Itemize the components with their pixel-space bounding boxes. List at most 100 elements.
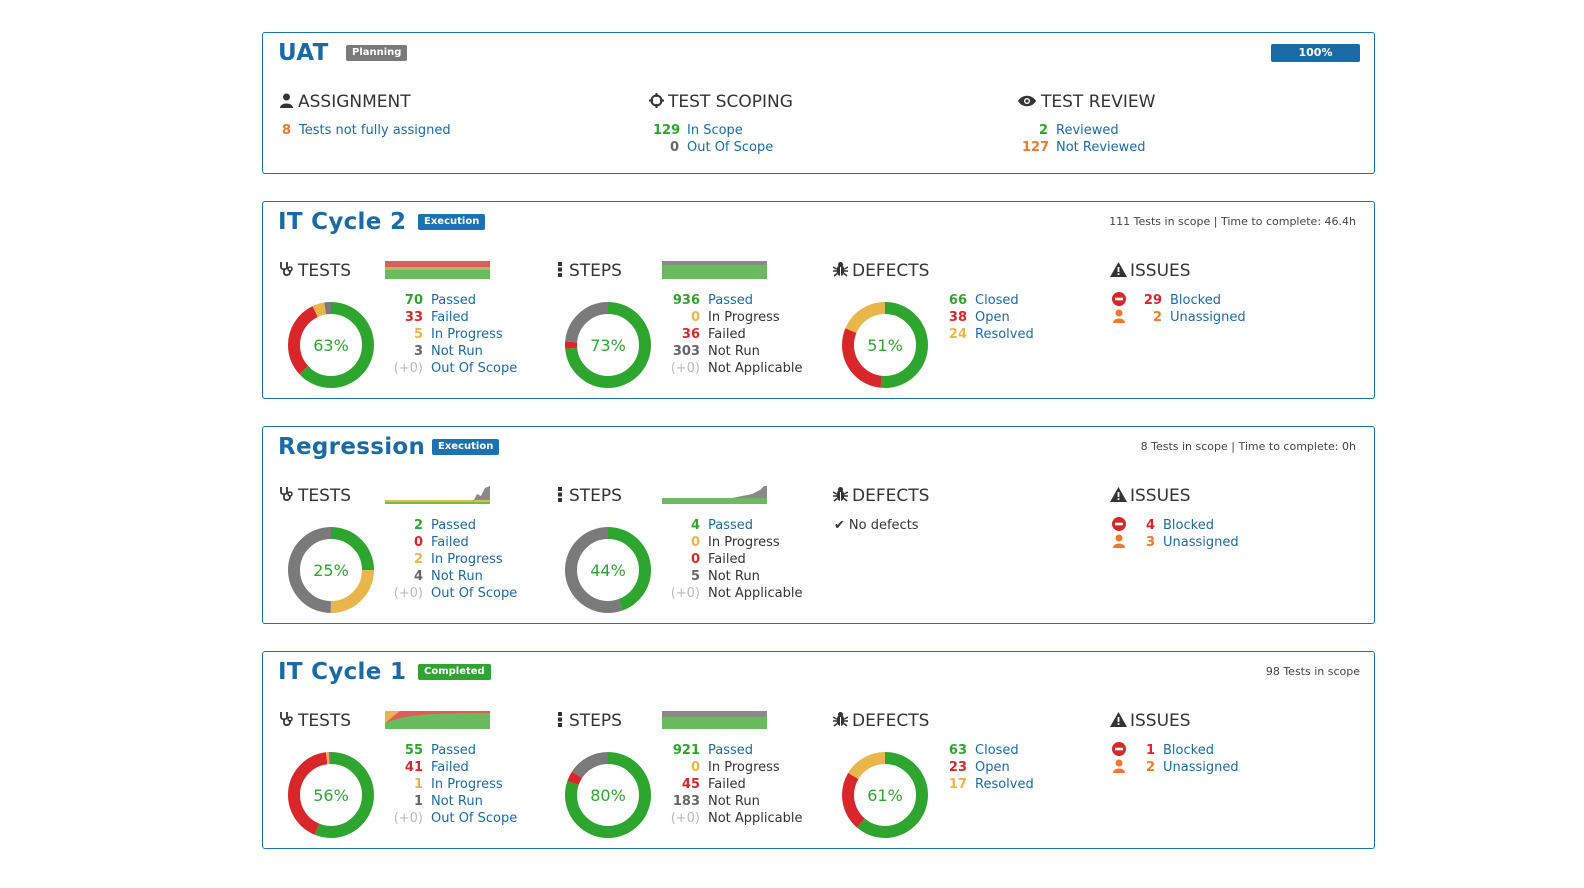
stat-link[interactable]: Unassigned (1163, 760, 1239, 775)
stat-link[interactable]: Failed (431, 760, 469, 775)
stat-link[interactable]: Failed (708, 552, 746, 567)
section-title: ASSIGNMENT (298, 92, 411, 112)
stat-link[interactable]: Not Applicable (708, 811, 803, 826)
user-icon (278, 93, 294, 112)
stat-link[interactable]: Passed (708, 518, 754, 533)
stat-link[interactable]: Not Run (431, 794, 483, 809)
stat-number: 36 (681, 327, 700, 342)
stat-link[interactable]: Out Of Scope (431, 811, 518, 826)
stat-link[interactable]: Not Applicable (708, 586, 803, 601)
panel-title[interactable]: IT Cycle 2 (278, 209, 407, 235)
progress-bar: 100% (1271, 44, 1360, 62)
stat-link[interactable]: Resolved (975, 327, 1034, 342)
uat-panel: UAT Planning 100% ASSIGNMENT 8 Tests not … (262, 32, 1375, 174)
stat-link[interactable]: In Progress (708, 760, 780, 775)
stat-link[interactable]: Resolved (975, 777, 1034, 792)
warning-icon (1110, 486, 1127, 506)
stat-number: (+0) (393, 361, 423, 376)
tests-sparkline (385, 261, 490, 279)
stat-number: (+0) (393, 586, 423, 601)
user-unassigned-icon (1112, 534, 1126, 548)
stat-link[interactable]: Blocked (1163, 743, 1214, 758)
issues-section: ISSUES 29 Blocked 2 Unassigned (1110, 261, 1360, 391)
scope-meta: 98 Tests in scope (1265, 665, 1360, 678)
panel-title[interactable]: IT Cycle 1 (278, 659, 407, 685)
stat-link[interactable]: Blocked (1163, 518, 1214, 533)
section-heading: ASSIGNMENT (278, 92, 411, 112)
stat-link[interactable]: Unassigned (1170, 310, 1246, 325)
stat-number: 41 (404, 760, 423, 775)
stat-link[interactable]: Passed (708, 293, 754, 308)
tests-section: TESTS 25% 2 Passed 0 Failed 2 In Progress 4 Not… (278, 486, 538, 616)
defects-stats: 66 Closed 38 Open 24 Resolved (942, 292, 1034, 343)
stat-link[interactable]: Passed (708, 743, 754, 758)
stat-link[interactable]: Out Of Scope (431, 361, 518, 376)
stethoscope-icon (278, 486, 294, 506)
stat-link[interactable]: In Progress (431, 327, 503, 342)
stat-number: 4 (1145, 518, 1155, 533)
stat-link[interactable]: Failed (708, 777, 746, 792)
steps-sparkline (662, 261, 767, 279)
user-unassigned-icon (1112, 759, 1126, 773)
stat-link[interactable]: Failed (431, 535, 469, 550)
panel-title[interactable]: Regression (278, 434, 426, 460)
stat-number: 921 (672, 743, 700, 758)
scope-meta: 8 Tests in scope | Time to complete: 0h (1140, 440, 1356, 453)
section-heading: TESTS (278, 711, 351, 731)
stat-link[interactable]: In Progress (708, 535, 780, 550)
donut-segment-yellow (842, 752, 928, 838)
stat-number: 5 (690, 569, 700, 584)
stat-link[interactable]: In Scope (687, 123, 743, 138)
donut-percent: 56% (313, 786, 349, 805)
section-heading: ISSUES (1110, 486, 1191, 506)
stat-link[interactable]: Tests not fully assigned (299, 123, 451, 138)
stat-link[interactable]: Unassigned (1163, 535, 1239, 550)
stat-link[interactable]: Reviewed (1056, 123, 1119, 138)
stat-link[interactable]: Out Of Scope (431, 586, 518, 601)
stat-link[interactable]: In Progress (708, 310, 780, 325)
stat-number: 66 (948, 293, 967, 308)
stat-link[interactable]: Not Run (708, 794, 760, 809)
stat-number: 0 (690, 535, 700, 550)
defects-section: DEFECTS ✔ No defects (832, 486, 1092, 616)
stat-link[interactable]: Not Run (431, 569, 483, 584)
tests-stats: 70 Passed 33 Failed 5 In Progress 3 Not Run (+0)… (388, 292, 518, 377)
steps-stats: 4 Passed 0 In Progress 0 Failed 5 Not Run (+0) No… (665, 517, 803, 602)
section-title: STEPS (569, 711, 622, 731)
stat-link[interactable]: Not Reviewed (1056, 140, 1146, 155)
section-heading: TEST REVIEW (1017, 92, 1155, 112)
stat-link[interactable]: Failed (708, 327, 746, 342)
stat-number: 127 (1022, 140, 1050, 155)
panel-title[interactable]: UAT (278, 40, 329, 66)
steps-section: STEPS 73% 936 Passed 0 In Progress 36 Failed 3… (555, 261, 815, 391)
tests-donut-chart: 56% (286, 750, 376, 844)
section-title: TESTS (298, 261, 352, 281)
stat-number: 1 (413, 794, 423, 809)
stat-link[interactable]: Closed (975, 293, 1019, 308)
stat-number: 0 (669, 140, 679, 155)
stat-link[interactable]: Open (975, 760, 1010, 775)
stat-link[interactable]: Closed (975, 743, 1019, 758)
stat-link[interactable]: Open (975, 310, 1010, 325)
defects-section: DEFECTS 61% 63 Closed 23 Open 17 Resolved (832, 711, 1092, 841)
stat-number: (+0) (670, 811, 700, 826)
stat-link[interactable]: Blocked (1170, 293, 1221, 308)
stat-link[interactable]: Not Run (431, 344, 483, 359)
stat-link[interactable]: In Progress (431, 552, 503, 567)
stat-link[interactable]: In Progress (431, 777, 503, 792)
stat-link[interactable]: Not Run (708, 344, 760, 359)
stat-link[interactable]: Out Of Scope (687, 140, 774, 155)
donut-segment-red (288, 752, 374, 838)
stat-link[interactable]: Passed (431, 293, 477, 308)
stat-link[interactable]: Not Applicable (708, 361, 803, 376)
stat-link[interactable]: Not Run (708, 569, 760, 584)
section-title: ISSUES (1130, 261, 1191, 281)
issues-stats: 4 Blocked 3 Unassigned (1112, 517, 1239, 551)
stat-link[interactable]: Passed (431, 518, 477, 533)
stat-number: 936 (672, 293, 700, 308)
section-title: DEFECTS (852, 486, 930, 506)
donut-segment-gray (288, 752, 374, 838)
stat-link[interactable]: Passed (431, 743, 477, 758)
stat-link[interactable]: Failed (431, 310, 469, 325)
bug-icon (832, 711, 848, 731)
